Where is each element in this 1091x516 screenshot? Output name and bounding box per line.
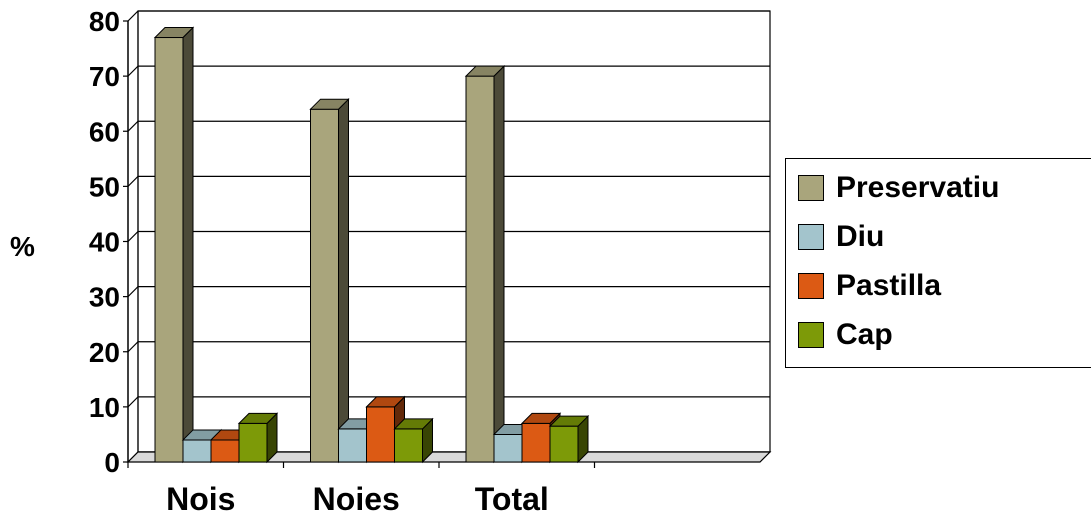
bar-preservatiu-nois	[153, 26, 195, 464]
y-tick-label: 70	[89, 61, 120, 92]
bar-top	[520, 412, 562, 424]
bar-front	[182, 439, 212, 463]
gridline-side	[127, 396, 139, 408]
legend-item-diu: Diu	[798, 220, 884, 254]
bar-top	[153, 27, 195, 39]
bar-top	[393, 418, 434, 430]
bar-front	[210, 439, 240, 463]
bar-top	[365, 396, 406, 408]
gridlines	[127, 10, 771, 463]
legend-swatch	[798, 175, 824, 201]
bar-front	[338, 428, 367, 463]
y-tick-label: 40	[89, 227, 120, 258]
bar-side	[182, 26, 194, 464]
bar-cap-total	[548, 414, 590, 464]
legend: Preservatiu Diu Pastilla Cap	[785, 158, 1091, 368]
category-label-noies: Noies	[313, 481, 400, 516]
category-labels: Nois Noies Total	[166, 481, 549, 516]
category-label-total: Total	[475, 481, 549, 516]
bar-front	[154, 37, 184, 463]
gridline-side	[127, 231, 139, 242]
bar-cap-noies	[393, 417, 434, 464]
bar-cap-nois	[237, 412, 279, 464]
category-label-nois: Nois	[166, 481, 235, 516]
gridline-side	[127, 286, 139, 298]
legend-item-preservatiu: Preservatiu	[798, 171, 999, 205]
legend-item-cap: Cap	[798, 318, 893, 352]
bar-preservatiu-noies	[309, 97, 350, 464]
y-tick-label: 60	[89, 116, 120, 147]
y-axis-label: %	[10, 231, 35, 262]
gridline-side	[127, 10, 139, 22]
bar-front	[549, 425, 579, 463]
legend-label: Cap	[836, 318, 893, 351]
legend-swatch	[798, 224, 824, 250]
y-tick-label: 10	[89, 392, 120, 423]
bar-top	[309, 98, 350, 110]
y-tick-label: 80	[89, 6, 120, 37]
bar-front	[521, 422, 551, 463]
bar-front	[493, 433, 523, 463]
y-tick-label: 0	[104, 447, 120, 478]
y-tick-label: 20	[89, 337, 120, 368]
legend-label: Pastilla	[836, 269, 942, 302]
legend-label: Preservatiu	[836, 171, 1000, 204]
legend-label: Diu	[836, 220, 885, 253]
legend-swatch	[798, 322, 824, 348]
bar-top	[548, 415, 590, 427]
gridline-side	[127, 175, 139, 187]
bar-side	[338, 97, 349, 464]
bar-top	[464, 65, 506, 77]
bar-side	[493, 64, 505, 464]
gridline-side	[127, 341, 139, 353]
y-tick-labels: 0 10 20 30 40 50 60 70 80	[89, 6, 120, 478]
legend-item-pastilla: Pastilla	[798, 269, 941, 303]
gridline-side	[127, 65, 139, 77]
y-tick-label: 50	[89, 171, 120, 202]
gridline-side	[127, 120, 139, 132]
legend-swatch	[798, 273, 824, 299]
bar-front	[238, 422, 268, 463]
bar-preservatiu-total	[464, 64, 506, 464]
bar-front	[394, 428, 423, 463]
bar-front	[310, 108, 339, 463]
bar-front	[366, 406, 395, 463]
y-tick-label: 30	[89, 282, 120, 313]
bars	[153, 26, 590, 464]
bar-top	[237, 412, 279, 424]
bar-front	[465, 75, 495, 463]
